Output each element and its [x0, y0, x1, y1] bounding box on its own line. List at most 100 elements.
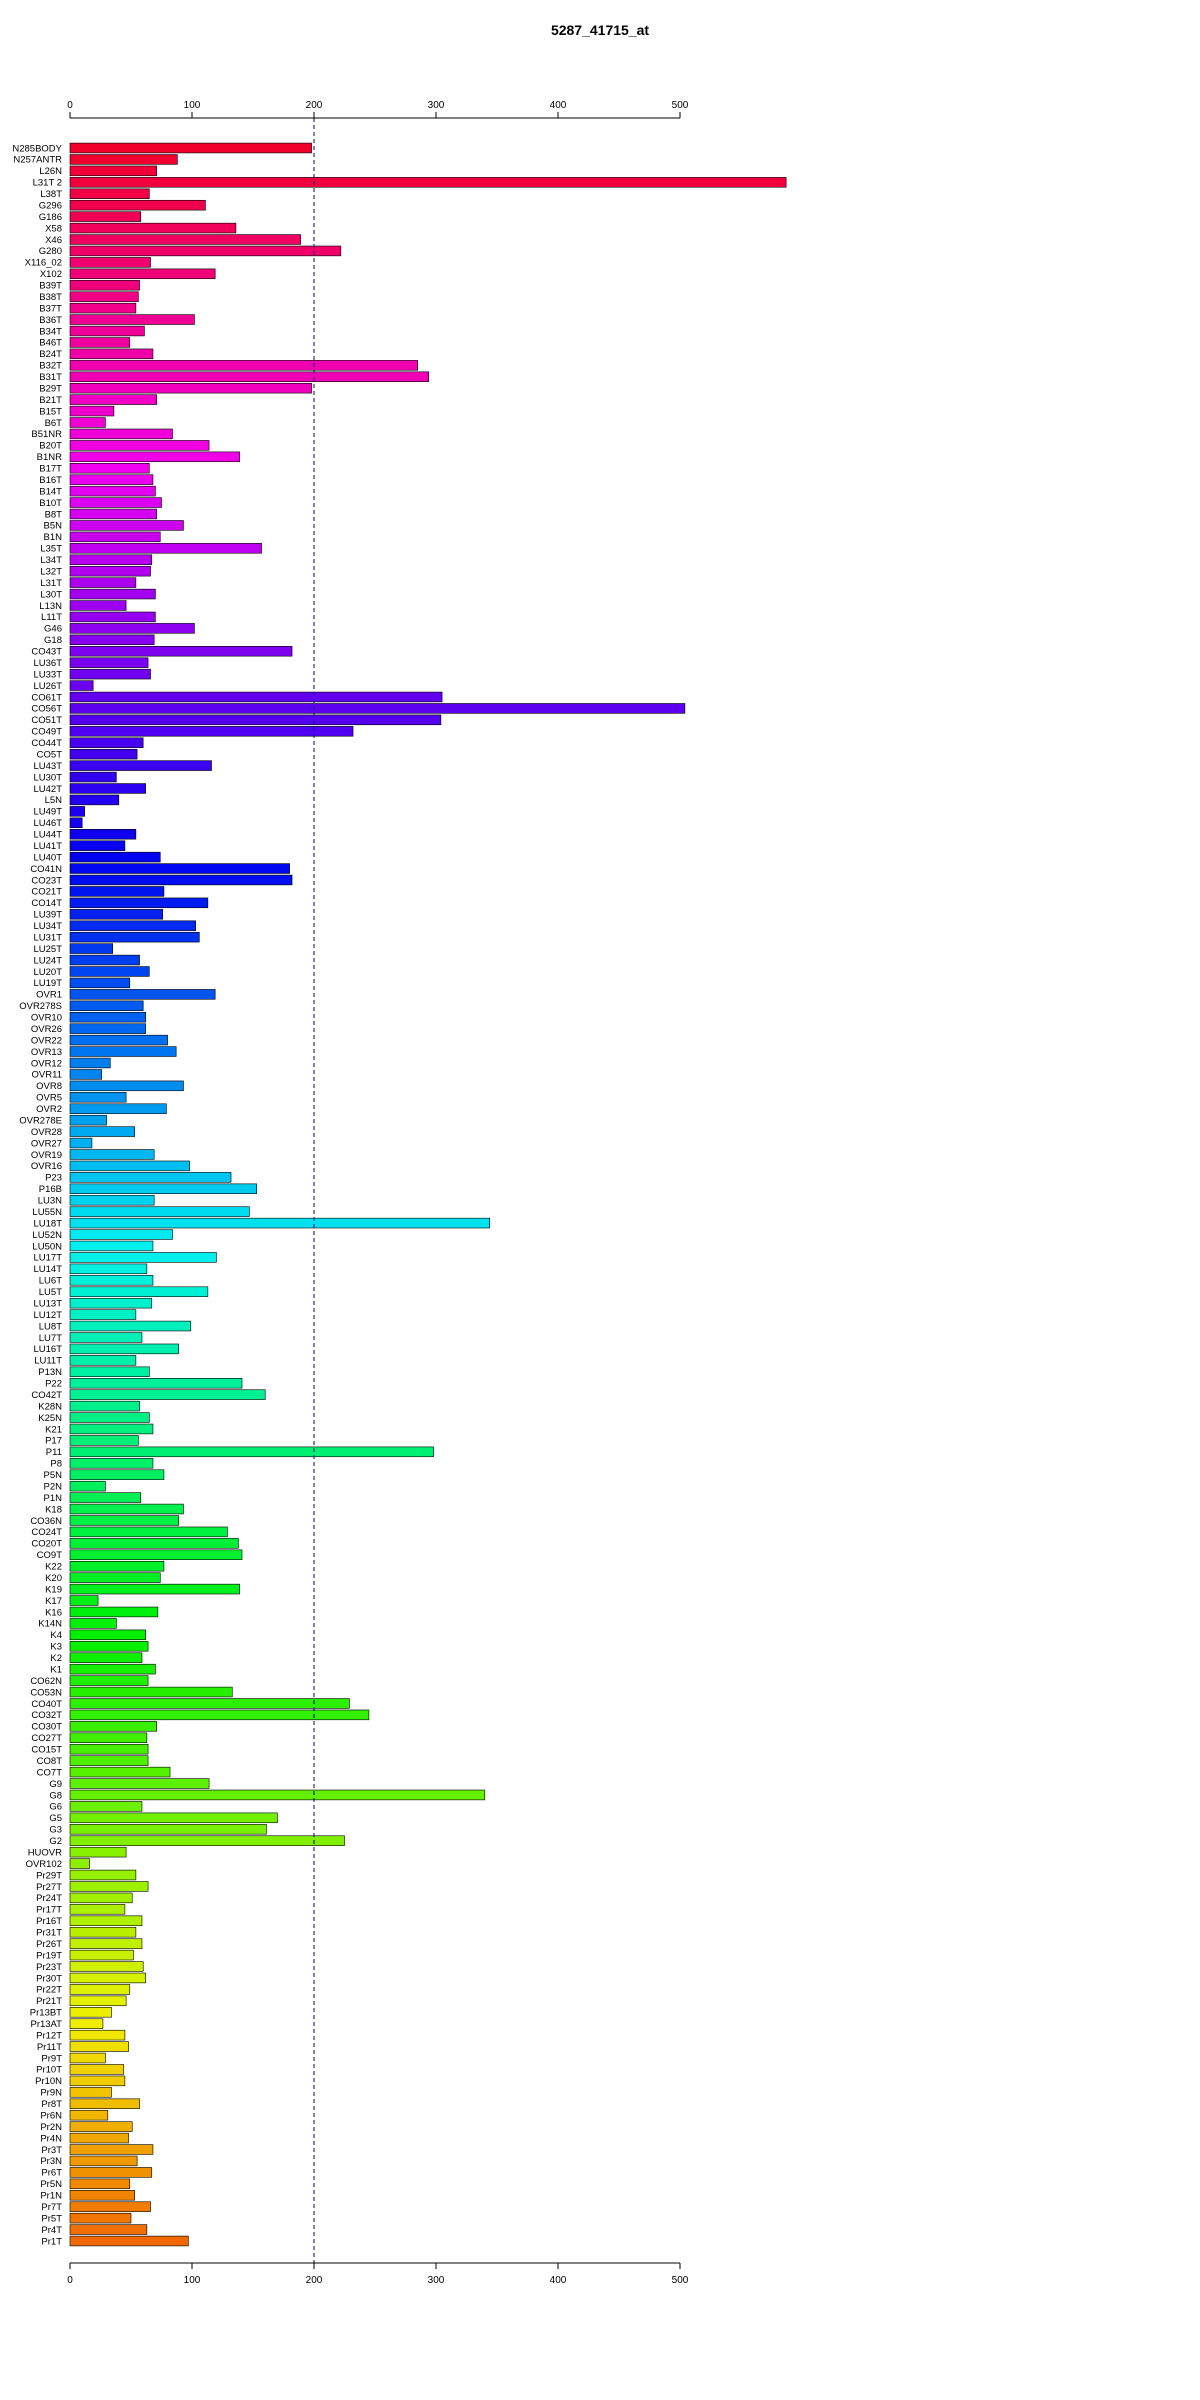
- bar-lu31t: [69, 931, 200, 943]
- category-label: P8: [50, 1459, 62, 1470]
- bar-co40t: [69, 1698, 350, 1709]
- bar-b31t: [69, 371, 429, 382]
- bar-pr4t: [69, 2224, 148, 2235]
- category-label: Pr10N: [35, 2076, 62, 2087]
- category-label: G5: [49, 1813, 62, 1824]
- bar-lu20t: [69, 966, 150, 977]
- bar-co7t: [69, 1766, 171, 1778]
- bar-g6: [69, 1801, 143, 1812]
- bar-k4: [69, 1629, 146, 1641]
- category-label: OVR11: [32, 1070, 62, 1081]
- category-label: Pr4T: [41, 2225, 62, 2236]
- bar-b8t: [69, 508, 157, 520]
- category-label: B24T: [39, 349, 62, 360]
- bar-k22: [69, 1560, 165, 1572]
- category-label: LU52N: [32, 1230, 62, 1241]
- tick-label: 300: [428, 100, 445, 111]
- category-label: X116_02: [25, 258, 62, 269]
- bar-pr12t: [69, 2029, 126, 2041]
- category-label: Pr17T: [36, 1905, 62, 1916]
- category-label: Pr13BT: [30, 2008, 62, 2019]
- bar-b6t: [69, 417, 106, 428]
- category-label: Pr4N: [40, 2133, 62, 2144]
- bar-b34t: [69, 325, 145, 337]
- bar-huovr: [69, 1846, 127, 1858]
- bar-lu11t: [69, 1355, 137, 1366]
- bar-lu3n: [69, 1195, 155, 1206]
- bar-k19: [69, 1583, 240, 1595]
- bar-lu36t: [69, 657, 149, 668]
- category-label: B14T: [39, 486, 62, 497]
- category-label: L13N: [39, 601, 62, 612]
- bar-pr22t: [69, 1984, 131, 1995]
- bar-b32t: [69, 360, 419, 371]
- bar-ovr278e: [69, 1114, 107, 1126]
- bar-pr11t: [69, 2041, 129, 2052]
- category-label: L31T: [40, 578, 62, 589]
- category-label: LU20T: [33, 967, 62, 978]
- bar-pr9t: [69, 2052, 106, 2064]
- category-label: G296: [39, 200, 62, 211]
- category-label: OVR13: [31, 1047, 62, 1058]
- category-label: B1NR: [37, 452, 62, 463]
- bar-x116-02: [69, 257, 151, 268]
- bar-pr27t: [69, 1881, 149, 1892]
- bar-co24t: [69, 1526, 228, 1538]
- bar-co56t: [69, 703, 686, 714]
- category-label: LU33T: [33, 669, 62, 680]
- category-label: LU12T: [33, 1310, 62, 1321]
- bar-p16b: [69, 1183, 257, 1194]
- bar-g46: [69, 623, 195, 634]
- bar-p1n: [69, 1492, 142, 1503]
- category-label: CO15T: [31, 1745, 62, 1756]
- tick-label: 0: [67, 2275, 73, 2286]
- bar-p2n: [69, 1480, 106, 1492]
- category-label: Pr23T: [36, 1962, 62, 1973]
- category-label: K20: [45, 1573, 62, 1584]
- bar-ovr19: [69, 1149, 155, 1160]
- bar-lu43t: [69, 760, 212, 771]
- bar-g2: [69, 1835, 345, 1846]
- category-label: LU16T: [33, 1344, 62, 1355]
- bar-lu7t: [69, 1332, 143, 1343]
- category-label: LU18T: [33, 1218, 62, 1229]
- category-label: N285BODY: [12, 143, 62, 154]
- category-label: G2: [49, 1836, 62, 1847]
- category-label: X102: [40, 269, 62, 280]
- category-label: LU46T: [33, 818, 62, 829]
- tick-label: 100: [184, 100, 201, 111]
- category-label: CO14T: [31, 898, 62, 909]
- bar-k14n: [69, 1618, 117, 1629]
- bar-lu50n: [69, 1240, 154, 1252]
- bar-co5t: [69, 748, 138, 760]
- category-label: L32T: [40, 566, 62, 577]
- category-label: B8T: [45, 509, 63, 520]
- bar-k1: [69, 1663, 156, 1675]
- category-label: LU14T: [33, 1264, 62, 1275]
- category-label: LU11T: [34, 1356, 62, 1367]
- bar-k2: [69, 1652, 143, 1663]
- bar-b5n: [69, 520, 184, 531]
- bar-g3: [69, 1824, 267, 1835]
- category-label: G8: [49, 1790, 62, 1801]
- category-label: CO53N: [30, 1687, 62, 1698]
- category-label: OVR12: [31, 1058, 62, 1069]
- category-label: CO7T: [37, 1767, 63, 1778]
- bar-p23: [69, 1172, 232, 1183]
- category-label: CO32T: [31, 1710, 62, 1721]
- category-label: B39T: [39, 281, 62, 292]
- bar-lu13t: [69, 1297, 153, 1309]
- bar-k25n: [69, 1412, 150, 1423]
- bar-g8: [69, 1789, 486, 1801]
- category-label: OVR19: [31, 1150, 62, 1161]
- category-label: K17: [45, 1596, 62, 1607]
- category-label: P23: [45, 1173, 62, 1184]
- category-label: OVR278E: [19, 1115, 62, 1126]
- bar-l5n: [69, 794, 120, 806]
- category-label: L26N: [39, 166, 62, 177]
- bar-pr4n: [69, 2132, 129, 2144]
- bar-b17t: [69, 463, 150, 474]
- bar-l35t: [69, 543, 262, 554]
- bar-l32t: [69, 565, 151, 577]
- bar-pr29t: [69, 1869, 137, 1881]
